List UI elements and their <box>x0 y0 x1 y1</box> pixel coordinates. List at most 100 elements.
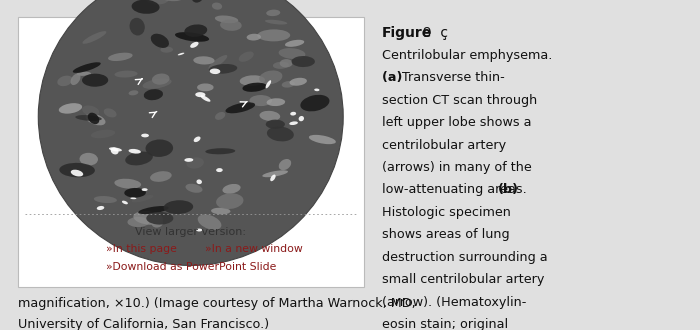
Ellipse shape <box>267 126 294 141</box>
FancyBboxPatch shape <box>18 16 364 287</box>
Ellipse shape <box>205 148 235 154</box>
Ellipse shape <box>150 171 171 182</box>
Ellipse shape <box>83 31 106 44</box>
Text: (arrow). (Hematoxylin-: (arrow). (Hematoxylin- <box>382 296 526 309</box>
Ellipse shape <box>197 83 214 91</box>
Ellipse shape <box>132 195 153 202</box>
Ellipse shape <box>314 88 319 91</box>
Ellipse shape <box>114 179 141 189</box>
Ellipse shape <box>242 82 267 92</box>
Ellipse shape <box>279 159 291 170</box>
Ellipse shape <box>291 56 315 67</box>
Ellipse shape <box>127 217 149 227</box>
Text: (b): (b) <box>498 183 519 196</box>
Text: shows areas of lung: shows areas of lung <box>382 228 509 241</box>
Ellipse shape <box>138 206 169 214</box>
Ellipse shape <box>115 71 138 78</box>
Ellipse shape <box>186 157 204 169</box>
Text: »In this page: »In this page <box>106 244 176 254</box>
Text: Transverse thin-: Transverse thin- <box>402 71 505 84</box>
Ellipse shape <box>91 130 116 138</box>
Text: »In a new window: »In a new window <box>205 244 302 254</box>
Ellipse shape <box>82 106 99 116</box>
Ellipse shape <box>265 20 287 24</box>
Ellipse shape <box>184 158 193 162</box>
Ellipse shape <box>290 78 307 86</box>
Ellipse shape <box>152 74 169 85</box>
Text: destruction surrounding a: destruction surrounding a <box>382 251 547 264</box>
Text: View larger version:: View larger version: <box>135 227 246 237</box>
Ellipse shape <box>212 3 222 10</box>
Ellipse shape <box>262 170 288 177</box>
Ellipse shape <box>215 112 225 120</box>
Text: Figure: Figure <box>382 26 432 40</box>
Ellipse shape <box>130 18 145 36</box>
Ellipse shape <box>76 115 101 121</box>
Ellipse shape <box>193 56 215 65</box>
Text: section CT scan through: section CT scan through <box>382 94 537 107</box>
Ellipse shape <box>223 184 241 194</box>
Ellipse shape <box>239 51 254 62</box>
Ellipse shape <box>164 200 193 214</box>
Ellipse shape <box>260 111 280 121</box>
Text: centrilobular artery: centrilobular artery <box>382 139 505 151</box>
Ellipse shape <box>239 75 265 86</box>
Ellipse shape <box>157 0 186 1</box>
Ellipse shape <box>85 114 106 125</box>
Ellipse shape <box>197 180 202 184</box>
Ellipse shape <box>160 47 173 53</box>
Ellipse shape <box>266 120 285 129</box>
Ellipse shape <box>129 149 141 154</box>
Ellipse shape <box>200 95 211 102</box>
Ellipse shape <box>71 170 83 177</box>
Ellipse shape <box>216 193 244 209</box>
Ellipse shape <box>141 188 148 191</box>
Text: low-attenuating areas.: low-attenuating areas. <box>382 183 531 196</box>
Ellipse shape <box>59 103 82 114</box>
Ellipse shape <box>299 116 304 121</box>
Ellipse shape <box>270 175 276 181</box>
Ellipse shape <box>267 98 285 106</box>
Ellipse shape <box>76 72 91 76</box>
Ellipse shape <box>76 65 88 73</box>
Ellipse shape <box>220 19 242 31</box>
Ellipse shape <box>146 140 173 157</box>
Ellipse shape <box>111 148 118 154</box>
Ellipse shape <box>60 163 95 177</box>
Ellipse shape <box>216 168 223 172</box>
Ellipse shape <box>80 153 98 165</box>
Ellipse shape <box>279 48 305 59</box>
Text: magnification, ×10.) (Image courtesy of Martha Warnock, MD,: magnification, ×10.) (Image courtesy of … <box>18 297 415 310</box>
Text: 9  ç: 9 ç <box>414 26 449 40</box>
Ellipse shape <box>82 74 108 87</box>
Ellipse shape <box>132 0 160 14</box>
Ellipse shape <box>246 34 261 41</box>
Ellipse shape <box>195 92 206 97</box>
Ellipse shape <box>143 79 172 89</box>
Ellipse shape <box>73 62 101 73</box>
Text: left upper lobe shows a: left upper lobe shows a <box>382 116 531 129</box>
Ellipse shape <box>266 10 280 16</box>
Ellipse shape <box>190 42 199 48</box>
Text: eosin stain; original: eosin stain; original <box>382 318 507 330</box>
Ellipse shape <box>104 108 117 117</box>
Ellipse shape <box>265 80 271 88</box>
Ellipse shape <box>259 71 282 84</box>
Ellipse shape <box>38 0 343 265</box>
Ellipse shape <box>97 206 104 210</box>
Ellipse shape <box>209 55 228 69</box>
Ellipse shape <box>141 134 149 137</box>
Ellipse shape <box>130 197 136 199</box>
Ellipse shape <box>186 184 202 193</box>
Text: (arrows) in many of the: (arrows) in many of the <box>382 161 531 174</box>
Text: Centrilobular emphysema.: Centrilobular emphysema. <box>382 49 552 62</box>
Ellipse shape <box>146 0 169 4</box>
Ellipse shape <box>122 201 128 204</box>
Text: small centrilobular artery: small centrilobular artery <box>382 273 544 286</box>
Ellipse shape <box>197 214 221 230</box>
Ellipse shape <box>273 62 289 69</box>
Ellipse shape <box>144 89 163 100</box>
Ellipse shape <box>152 218 163 228</box>
Ellipse shape <box>125 151 153 165</box>
Ellipse shape <box>211 208 230 214</box>
